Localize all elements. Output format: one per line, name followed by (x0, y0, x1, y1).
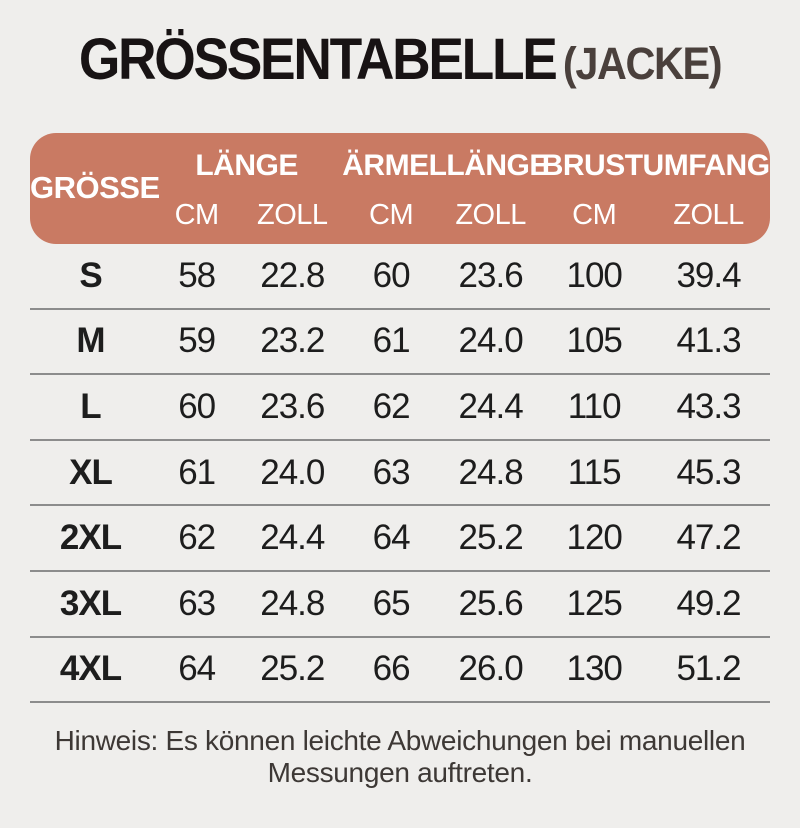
table-row: L 60 23.6 62 24.4 110 43.3 (30, 375, 770, 441)
note-text: Hinweis: Es können leichte Abweichungen … (0, 725, 800, 789)
size-chart-infographic: GRÖSSENTABELLE (JACKE) GRÖSSE LÄNGE ÄRMEL… (0, 28, 800, 828)
value-cell: 110 (567, 386, 622, 426)
unit-header-aermellaenge-zoll: ZOLL (455, 199, 526, 231)
table-row: S 58 22.8 60 23.6 100 39.4 (30, 244, 770, 310)
size-table: GRÖSSE LÄNGE ÄRMELLÄNGE BRUSTUMFANG CM Z… (30, 133, 770, 704)
value-cell: 51.2 (676, 649, 741, 689)
value-cell: 61 (372, 321, 411, 361)
value-cell: 24.8 (458, 452, 524, 492)
size-cell: 3XL (59, 583, 122, 623)
value-cell: 22.8 (260, 255, 325, 295)
size-cell: 2XL (59, 518, 122, 558)
page-title: GRÖSSENTABELLE (JACKE) (32, 28, 768, 107)
value-cell: 66 (372, 649, 411, 689)
size-cell: XL (69, 452, 113, 492)
value-cell: 25.2 (458, 518, 524, 558)
column-group-laenge: LÄNGE (195, 148, 298, 182)
value-cell: 49.2 (676, 583, 741, 623)
value-cell: 24.0 (458, 321, 524, 361)
column-group-brustumfang: BRUSTUMFANG (541, 148, 770, 182)
value-cell: 120 (566, 518, 623, 558)
unit-header-brustumfang-cm: CM (572, 199, 617, 231)
value-cell: 62 (372, 386, 411, 426)
size-table-body: S 58 22.8 60 23.6 100 39.4 M 59 23.2 61 … (30, 244, 770, 704)
value-cell: 23.6 (260, 386, 325, 426)
value-cell: 25.6 (458, 583, 524, 623)
value-cell: 23.6 (458, 255, 524, 295)
value-cell: 64 (178, 649, 216, 689)
value-cell: 41.3 (676, 321, 741, 361)
value-cell: 59 (178, 321, 216, 361)
table-row: 4XL 64 25.2 66 26.0 130 51.2 (30, 638, 770, 704)
unit-header-brustumfang-zoll: ZOLL (673, 199, 744, 231)
table-row: M 59 23.2 61 24.0 105 41.3 (30, 310, 770, 376)
unit-header-laenge-cm: CM (174, 199, 220, 231)
value-cell: 63 (178, 583, 216, 623)
value-cell: 63 (372, 452, 411, 492)
value-cell: 24.4 (458, 386, 524, 426)
value-cell: 45.3 (676, 452, 741, 492)
value-cell: 43.3 (676, 386, 741, 426)
value-cell: 26.0 (458, 649, 524, 689)
value-cell: 24.8 (260, 583, 325, 623)
table-row: XL 61 24.0 63 24.8 115 45.3 (30, 441, 770, 507)
value-cell: 64 (372, 518, 411, 558)
table-row: 2XL 62 24.4 64 25.2 120 47.2 (30, 506, 770, 572)
value-cell: 125 (566, 583, 623, 623)
value-cell: 47.2 (676, 518, 741, 558)
value-cell: 130 (566, 649, 623, 689)
table-row: 3XL 63 24.8 65 25.6 125 49.2 (30, 572, 770, 638)
page-title-suffix: (JACKE) (562, 38, 723, 89)
column-header-groesse: GRÖSSE (30, 170, 160, 205)
value-cell: 105 (566, 321, 623, 361)
column-group-aermellaenge: ÄRMELLÄNGE (342, 148, 549, 182)
value-cell: 60 (372, 255, 411, 295)
size-table-header: GRÖSSE LÄNGE ÄRMELLÄNGE BRUSTUMFANG CM Z… (30, 133, 770, 244)
unit-header-laenge-zoll: ZOLL (257, 199, 328, 231)
value-cell: 100 (566, 255, 623, 295)
value-cell: 25.2 (260, 649, 325, 689)
note-line-2: Messungen auftreten. (267, 757, 533, 789)
size-cell: 4XL (59, 649, 122, 689)
value-cell: 39.4 (676, 255, 741, 295)
value-cell: 60 (178, 386, 216, 426)
value-cell: 23.2 (260, 321, 325, 361)
size-cell: M (76, 321, 105, 361)
value-cell: 58 (178, 255, 216, 295)
value-cell: 62 (178, 518, 216, 558)
page-title-main: GRÖSSENTABELLE (78, 27, 558, 92)
value-cell: 24.4 (260, 518, 325, 558)
value-cell: 24.0 (260, 452, 325, 492)
value-cell: 65 (372, 583, 411, 623)
size-cell: L (80, 386, 101, 426)
value-cell: 61 (178, 452, 216, 492)
value-cell: 115 (567, 452, 622, 492)
note-line-1: Hinweis: Es können leichte Abweichungen … (54, 725, 746, 757)
unit-header-aermellaenge-cm: CM (369, 199, 414, 231)
size-cell: S (79, 255, 102, 295)
